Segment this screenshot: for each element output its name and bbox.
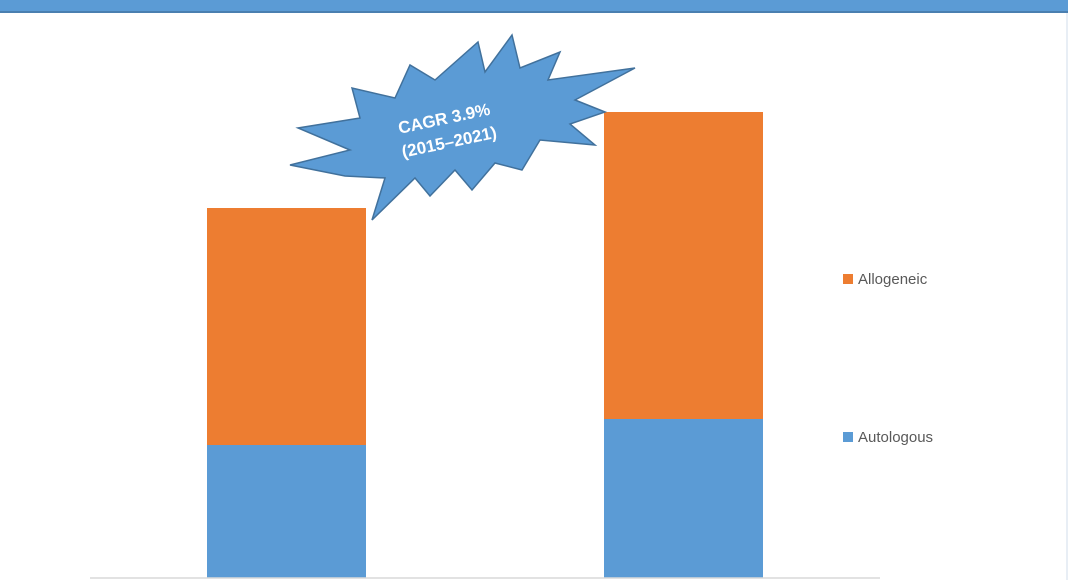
legend-label-allogeneic: Allogeneic (858, 271, 928, 288)
bars-group (207, 112, 763, 578)
bar-allogeneic-1 (207, 208, 366, 445)
legend-swatch-allogeneic (843, 274, 853, 284)
bar-autologous-1 (207, 445, 366, 578)
legend-swatch-autologous (843, 432, 853, 442)
bar-autologous-2 (604, 419, 763, 578)
legend: Allogeneic Autologous (843, 271, 933, 446)
frame-edge (1066, 13, 1068, 580)
header-bar (0, 0, 1068, 13)
legend-label-autologous: Autologous (858, 429, 933, 446)
bar-allogeneic-2 (604, 112, 763, 419)
cagr-annotation: CAGR 3.9% (2015–2021) (289, 33, 636, 221)
explosion-burst-shape (289, 33, 636, 221)
